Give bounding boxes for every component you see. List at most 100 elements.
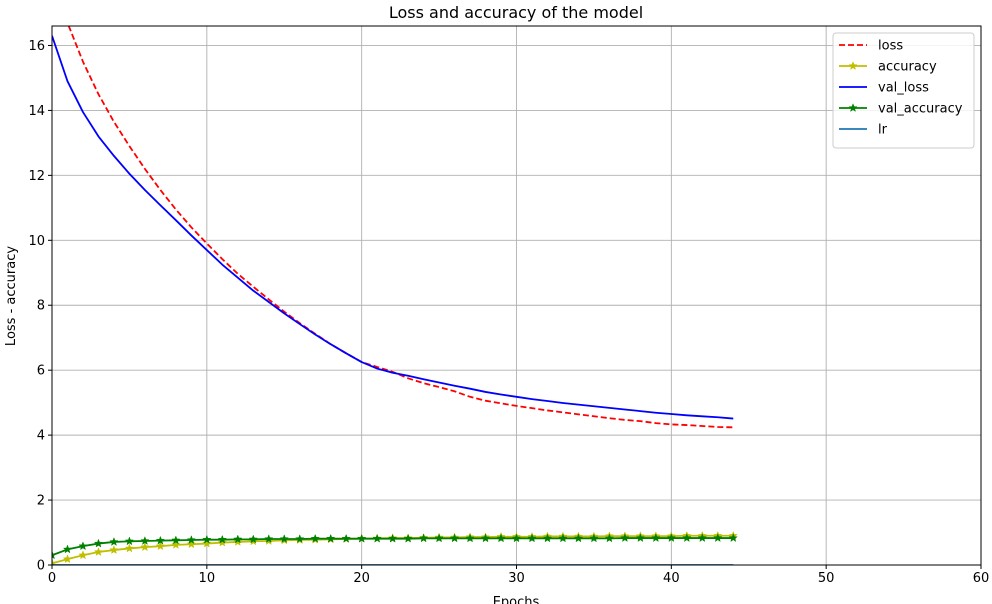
data-point-val_accuracy bbox=[171, 535, 181, 545]
data-point-val_accuracy bbox=[666, 533, 677, 543]
data-point-val_accuracy bbox=[496, 533, 506, 543]
data-point-accuracy bbox=[202, 538, 212, 548]
data-point-val_accuracy bbox=[418, 533, 429, 543]
data-point-val_accuracy bbox=[713, 533, 723, 543]
series-val_loss bbox=[52, 35, 734, 420]
legend-item-accuracy: accuracy bbox=[839, 60, 937, 75]
data-point-val_accuracy bbox=[202, 534, 212, 544]
data-point-val_accuracy bbox=[682, 533, 692, 543]
y-tick-label: 16 bbox=[28, 39, 45, 54]
data-point-val_accuracy bbox=[62, 544, 73, 554]
chart-title: Loss and accuracy of the model bbox=[389, 3, 643, 22]
x-axis-ticks: 0 10 20 30 40 50 60 bbox=[48, 565, 989, 586]
data-point-val_accuracy bbox=[449, 533, 460, 543]
legend-item-loss: loss bbox=[839, 39, 903, 54]
data-point-val_accuracy bbox=[465, 533, 475, 543]
data-point-val_accuracy bbox=[434, 533, 444, 543]
x-axis-label: Epochs bbox=[493, 595, 540, 604]
data-point-val_accuracy bbox=[295, 534, 305, 543]
data-point-accuracy bbox=[52, 558, 57, 565]
x-tick-label: 60 bbox=[973, 571, 990, 586]
data-point-val_accuracy bbox=[620, 533, 630, 543]
data-point-val_accuracy bbox=[279, 534, 289, 543]
data-point-val_accuracy bbox=[326, 533, 336, 543]
legend-marker bbox=[848, 103, 858, 112]
data-point-val_accuracy bbox=[728, 533, 738, 543]
data-point-accuracy bbox=[186, 539, 197, 549]
data-point-val_accuracy bbox=[635, 533, 646, 543]
legend-label: val_loss bbox=[878, 81, 929, 96]
data-point-val_accuracy bbox=[341, 533, 351, 543]
y-tick-label: 6 bbox=[37, 364, 45, 379]
data-point-val_accuracy bbox=[52, 550, 57, 560]
legend-item-lr: lr bbox=[839, 123, 888, 138]
series-line-val_loss bbox=[52, 35, 734, 420]
legend-item-val_accuracy: val_accuracy bbox=[839, 102, 963, 117]
data-point-val_accuracy bbox=[310, 533, 320, 543]
x-tick-label: 20 bbox=[353, 571, 370, 586]
series-val_accuracy bbox=[52, 533, 738, 560]
data-point-accuracy bbox=[217, 537, 227, 547]
data-point-val_accuracy bbox=[527, 533, 537, 543]
data-point-val_accuracy bbox=[124, 536, 135, 546]
x-tick-label: 30 bbox=[508, 571, 525, 586]
data-point-accuracy bbox=[109, 545, 119, 555]
legend-item-val_loss: val_loss bbox=[839, 81, 929, 96]
data-point-val_accuracy bbox=[93, 538, 104, 548]
data-point-val_accuracy bbox=[140, 536, 150, 545]
series-loss bbox=[67, 26, 734, 429]
series-line-loss bbox=[67, 26, 734, 429]
y-axis-label: Loss - accuracy bbox=[4, 246, 19, 346]
data-point-val_accuracy bbox=[480, 533, 491, 543]
x-tick-label: 10 bbox=[199, 571, 216, 586]
data-point-val_accuracy bbox=[697, 533, 707, 543]
grid bbox=[51, 26, 982, 566]
x-tick-label: 40 bbox=[663, 571, 680, 586]
y-tick-label: 0 bbox=[37, 559, 45, 574]
y-tick-label: 14 bbox=[28, 104, 45, 119]
data-point-val_accuracy bbox=[511, 533, 522, 543]
data-point-accuracy bbox=[233, 537, 243, 546]
data-point-val_accuracy bbox=[573, 533, 584, 543]
legend-label: accuracy bbox=[878, 60, 937, 75]
legend-marker bbox=[848, 61, 858, 70]
data-point-val_accuracy bbox=[403, 533, 413, 543]
data-point-accuracy bbox=[124, 543, 135, 553]
legend-label: val_accuracy bbox=[878, 102, 963, 117]
data-point-val_accuracy bbox=[78, 541, 88, 551]
data-point-accuracy bbox=[78, 550, 88, 560]
legend-label: loss bbox=[878, 39, 903, 54]
data-point-val_accuracy bbox=[604, 533, 615, 543]
data-point-accuracy bbox=[171, 539, 181, 549]
data-point-accuracy bbox=[155, 541, 166, 551]
data-point-val_accuracy bbox=[248, 534, 258, 544]
data-point-accuracy bbox=[62, 554, 73, 564]
y-tick-label: 12 bbox=[28, 169, 45, 184]
series-layer bbox=[52, 26, 738, 565]
data-point-val_accuracy bbox=[558, 533, 568, 543]
data-point-val_accuracy bbox=[651, 533, 661, 543]
data-point-val_accuracy bbox=[155, 535, 166, 545]
data-point-val_accuracy bbox=[589, 533, 599, 543]
y-axis-ticks: 0 2 4 6 8 10 12 14 16 bbox=[28, 39, 52, 574]
data-point-accuracy bbox=[93, 547, 104, 556]
x-tick-label: 50 bbox=[818, 571, 835, 586]
y-tick-label: 10 bbox=[28, 234, 45, 249]
y-tick-label: 2 bbox=[37, 494, 45, 509]
legend-frame bbox=[832, 32, 975, 149]
legend-label: lr bbox=[878, 123, 888, 138]
data-point-val_accuracy bbox=[186, 535, 197, 544]
data-point-val_accuracy bbox=[264, 534, 274, 543]
data-point-val_accuracy bbox=[387, 533, 398, 543]
data-point-val_accuracy bbox=[217, 534, 227, 544]
data-point-val_accuracy bbox=[542, 533, 553, 543]
data-point-val_accuracy bbox=[372, 533, 382, 543]
data-point-val_accuracy bbox=[233, 534, 243, 544]
data-point-val_accuracy bbox=[356, 533, 367, 543]
x-tick-label: 0 bbox=[48, 571, 56, 586]
y-tick-label: 8 bbox=[37, 299, 45, 314]
data-point-val_accuracy bbox=[109, 537, 119, 546]
y-tick-label: 4 bbox=[37, 429, 45, 444]
